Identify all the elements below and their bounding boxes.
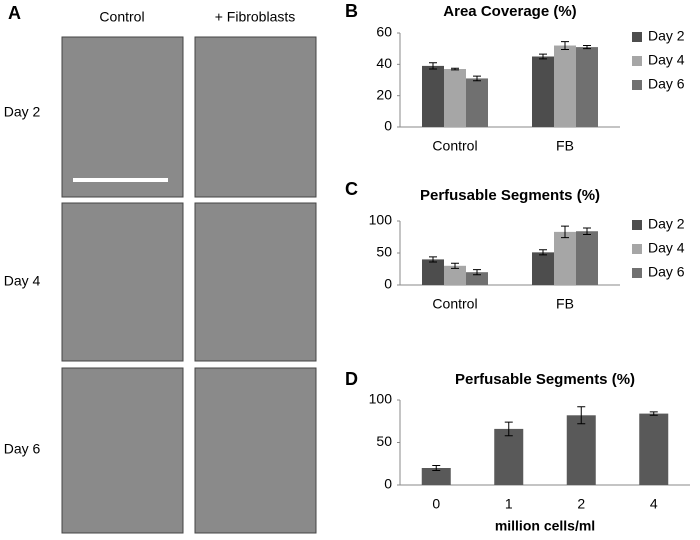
row-label: Day 6 bbox=[4, 441, 41, 457]
legend-swatch bbox=[632, 56, 642, 66]
bar bbox=[422, 65, 444, 127]
micrograph bbox=[61, 367, 184, 534]
y-tick-label: 0 bbox=[384, 118, 392, 134]
x-axis-label: million cells/ml bbox=[495, 518, 595, 534]
error-bar bbox=[561, 225, 569, 239]
micrograph bbox=[194, 202, 317, 362]
error-bar bbox=[577, 406, 586, 425]
error-bar bbox=[504, 421, 513, 437]
chart-title: Perfusable Segments (%) bbox=[420, 187, 600, 204]
bar bbox=[444, 69, 466, 127]
y-tick-label: 0 bbox=[384, 476, 392, 492]
bar bbox=[494, 428, 524, 485]
chart-title: Area Coverage (%) bbox=[443, 3, 576, 20]
y-tick-label: 0 bbox=[384, 276, 392, 292]
micrographs bbox=[61, 36, 317, 534]
panel-label: B bbox=[345, 1, 358, 21]
bar bbox=[466, 78, 488, 127]
bar bbox=[422, 259, 444, 285]
legend-label: Day 2 bbox=[648, 216, 685, 232]
error-bar bbox=[451, 262, 459, 269]
legend-label: Day 6 bbox=[648, 264, 685, 280]
bar bbox=[576, 47, 598, 127]
panel-label: A bbox=[8, 3, 21, 23]
y-tick-label: 100 bbox=[369, 212, 393, 228]
micrograph bbox=[194, 367, 317, 534]
x-tick-label: 0 bbox=[432, 496, 440, 512]
column-label: + Fibroblasts bbox=[215, 9, 296, 25]
legend-swatch bbox=[632, 244, 642, 254]
error-bar bbox=[649, 411, 658, 416]
micrograph bbox=[61, 36, 184, 198]
error-bar bbox=[539, 249, 547, 256]
panel-label: D bbox=[345, 369, 358, 389]
error-bar bbox=[473, 269, 481, 276]
error-bar bbox=[429, 62, 437, 70]
legend-swatch bbox=[632, 220, 642, 230]
y-tick-label: 40 bbox=[376, 55, 392, 71]
x-tick-label: FB bbox=[556, 138, 574, 154]
error-bar bbox=[583, 227, 591, 235]
legend-swatch bbox=[632, 80, 642, 90]
legend-label: Day 4 bbox=[648, 240, 685, 256]
bar bbox=[466, 272, 488, 285]
bar bbox=[554, 231, 576, 285]
column-label: Control bbox=[99, 9, 144, 25]
x-tick-label: 2 bbox=[577, 496, 585, 512]
row-label: Day 2 bbox=[4, 104, 41, 120]
error-bar bbox=[561, 41, 569, 50]
bar bbox=[576, 231, 598, 285]
legend-label: Day 6 bbox=[648, 76, 685, 92]
error-bar bbox=[583, 45, 591, 50]
bar bbox=[532, 252, 554, 285]
x-tick-label: FB bbox=[556, 296, 574, 312]
micrograph bbox=[194, 36, 317, 198]
x-tick-label: 1 bbox=[505, 496, 513, 512]
row-label: Day 4 bbox=[4, 273, 41, 289]
x-tick-label: 4 bbox=[650, 496, 658, 512]
error-bar bbox=[432, 464, 441, 472]
y-tick-label: 100 bbox=[369, 391, 393, 407]
y-tick-label: 60 bbox=[376, 24, 392, 40]
bar bbox=[532, 56, 554, 127]
bar bbox=[566, 415, 596, 485]
bar bbox=[444, 265, 466, 285]
y-tick-label: 50 bbox=[376, 244, 392, 260]
y-tick-label: 50 bbox=[376, 433, 392, 449]
y-tick-label: 20 bbox=[376, 86, 392, 102]
bar bbox=[421, 468, 451, 485]
chart-title: Perfusable Segments (%) bbox=[455, 371, 635, 388]
error-bar bbox=[539, 53, 547, 60]
error-bar bbox=[451, 67, 459, 71]
legend-label: Day 2 bbox=[648, 28, 685, 44]
x-tick-label: Control bbox=[432, 138, 477, 154]
x-tick-label: Control bbox=[432, 296, 477, 312]
error-bar bbox=[429, 256, 437, 263]
legend-swatch bbox=[632, 268, 642, 278]
error-bar bbox=[473, 75, 481, 82]
micrograph bbox=[61, 202, 184, 362]
bar bbox=[639, 413, 669, 485]
bar bbox=[554, 45, 576, 127]
legend-label: Day 4 bbox=[648, 52, 685, 68]
legend-swatch bbox=[632, 32, 642, 42]
panel-label: C bbox=[345, 179, 358, 199]
